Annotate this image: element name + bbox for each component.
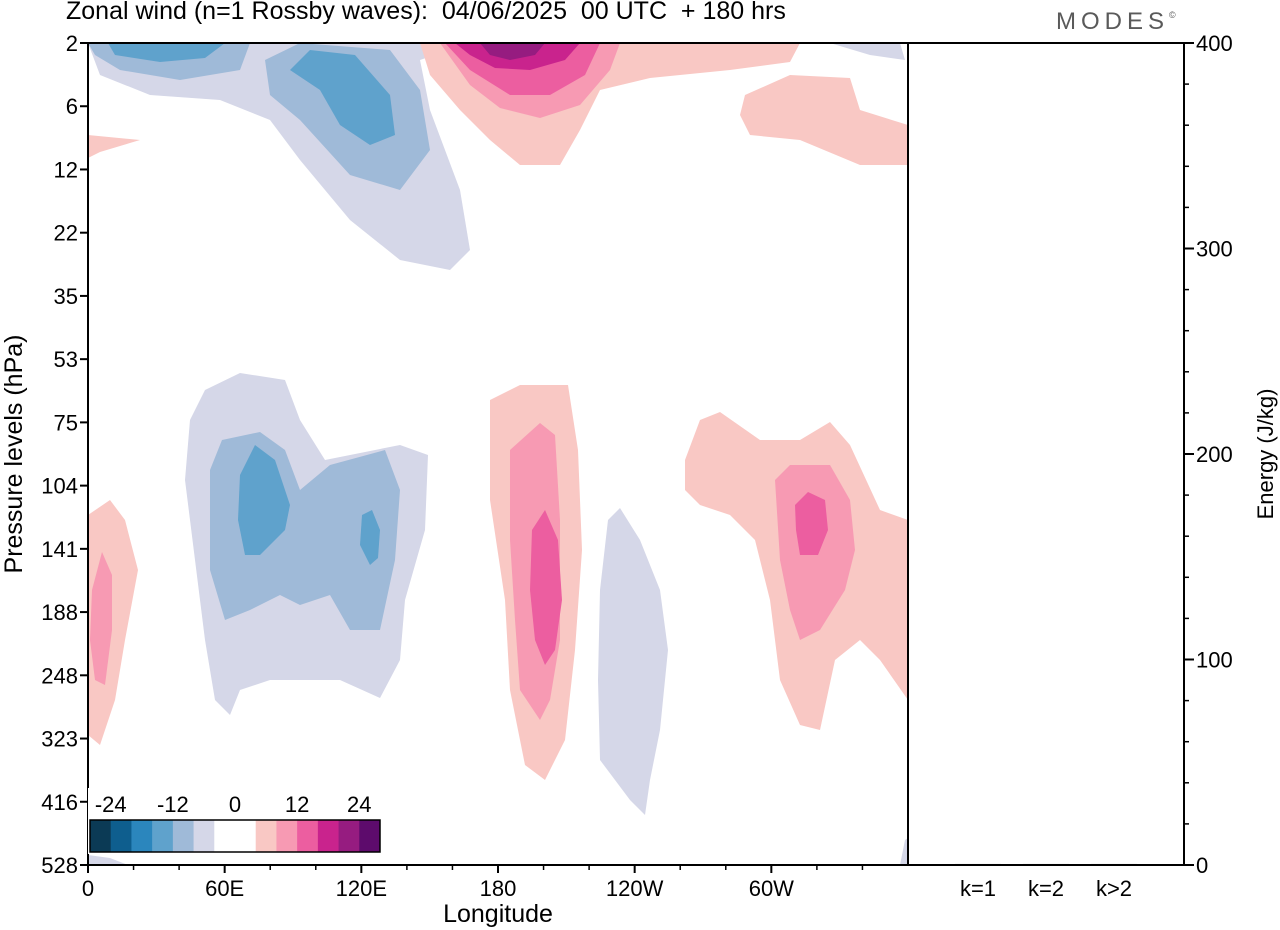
modes-logo: MODES©	[1056, 8, 1176, 36]
x-tick-label: 180	[480, 876, 517, 901]
colorbar-label: 24	[347, 792, 371, 817]
energy-tick-label: 0	[1196, 853, 1208, 878]
colorbar-label: -12	[157, 792, 189, 817]
contour-pos-mid	[90, 552, 112, 685]
colorbar-label: 12	[285, 792, 309, 817]
x-tick-label: 60W	[749, 876, 794, 901]
colorbar-cell	[90, 820, 112, 852]
y-tick-label: 188	[41, 600, 78, 625]
y-tick-label: 75	[54, 410, 78, 435]
y-tick-label: 22	[54, 221, 78, 246]
colorbar: -24 -12 0 12 24	[88, 788, 382, 854]
colorbar-label: -24	[95, 792, 127, 817]
colorbar-cell	[131, 820, 153, 852]
logo-mark: ©	[1169, 10, 1176, 20]
x-tick-label: 120E	[336, 876, 387, 901]
colorbar-cell	[110, 820, 132, 852]
y-axis-label: Pressure levels (hPa)	[0, 335, 28, 574]
y-tick-label: 6	[66, 94, 78, 119]
colorbar-cell	[276, 820, 298, 852]
energy-tick-label: 400	[1196, 31, 1233, 56]
colorbar-cell	[235, 820, 257, 852]
contour-pos-mid	[795, 492, 828, 555]
contour-neg-mid	[598, 508, 668, 815]
colorbar-cell	[338, 820, 360, 852]
energy-tick-label: 200	[1196, 442, 1233, 467]
contour-neg-mid	[238, 445, 290, 555]
x-tick-label: 120W	[606, 876, 664, 901]
energy-bar-label: k>2	[1096, 876, 1132, 901]
energy-panel	[908, 43, 1184, 865]
energy-axis-label: Energy (J/kg)	[1253, 389, 1278, 520]
colorbar-cell	[255, 820, 277, 852]
energy-bar	[955, 863, 1001, 865]
colorbar-cell	[152, 820, 174, 852]
y-tick-label: 12	[54, 157, 78, 182]
contour-pos-upper	[740, 75, 908, 165]
contour-neg-upper	[108, 43, 225, 62]
colorbar-cell	[193, 820, 215, 852]
energy-bar	[1023, 863, 1069, 865]
y-tick-label: 248	[41, 663, 78, 688]
contour-pos-upper	[88, 135, 140, 158]
logo-text: MODES	[1056, 8, 1170, 35]
contour-neg-upper	[290, 50, 395, 145]
contour-pos-upper	[480, 43, 545, 60]
energy-axis: 0 100 200 300 400	[1184, 31, 1233, 878]
y-tick-label: 2	[66, 31, 78, 56]
colorbar-cell	[214, 820, 236, 852]
contour-neg-mid	[900, 838, 908, 865]
contour-layer	[88, 43, 908, 865]
y-tick-label: 53	[54, 347, 78, 372]
y-axis: 2 6 12 22 35 53 75 104 141 188 248 323 416 528	[41, 31, 88, 878]
y-tick-label: 35	[54, 284, 78, 309]
energy-tick-label: 300	[1196, 237, 1233, 262]
colorbar-cell	[297, 820, 319, 852]
y-tick-label: 104	[41, 474, 78, 499]
x-axis: 0 60E 120E 180 120W 60W	[82, 865, 864, 901]
y-tick-label: 528	[41, 853, 78, 878]
y-tick-label: 416	[41, 790, 78, 815]
y-tick-label: 323	[41, 727, 78, 752]
contour-pos-mid	[530, 510, 562, 665]
chart-title: Zonal wind (n=1 Rossby waves): 04/06/202…	[66, 0, 786, 25]
energy-bars: k=1 k=2 k>2	[955, 863, 1137, 901]
colorbar-cell	[359, 820, 381, 852]
colorbar-cell	[172, 820, 195, 852]
energy-bar-label: k=2	[1028, 876, 1064, 901]
energy-tick-label: 100	[1196, 648, 1233, 673]
energy-bar	[1091, 863, 1137, 865]
contour-neg-mid	[360, 510, 380, 565]
energy-bar-label: k=1	[960, 876, 996, 901]
contour-neg-mid	[88, 855, 128, 865]
colorbar-cell	[317, 820, 340, 852]
colorbar-label: 0	[229, 792, 241, 817]
colorbar-frame	[89, 819, 381, 853]
x-axis-label: Longitude	[443, 900, 553, 928]
x-tick-label: 0	[82, 876, 94, 901]
x-tick-label: 60E	[205, 876, 244, 901]
y-tick-label: 141	[41, 537, 78, 562]
